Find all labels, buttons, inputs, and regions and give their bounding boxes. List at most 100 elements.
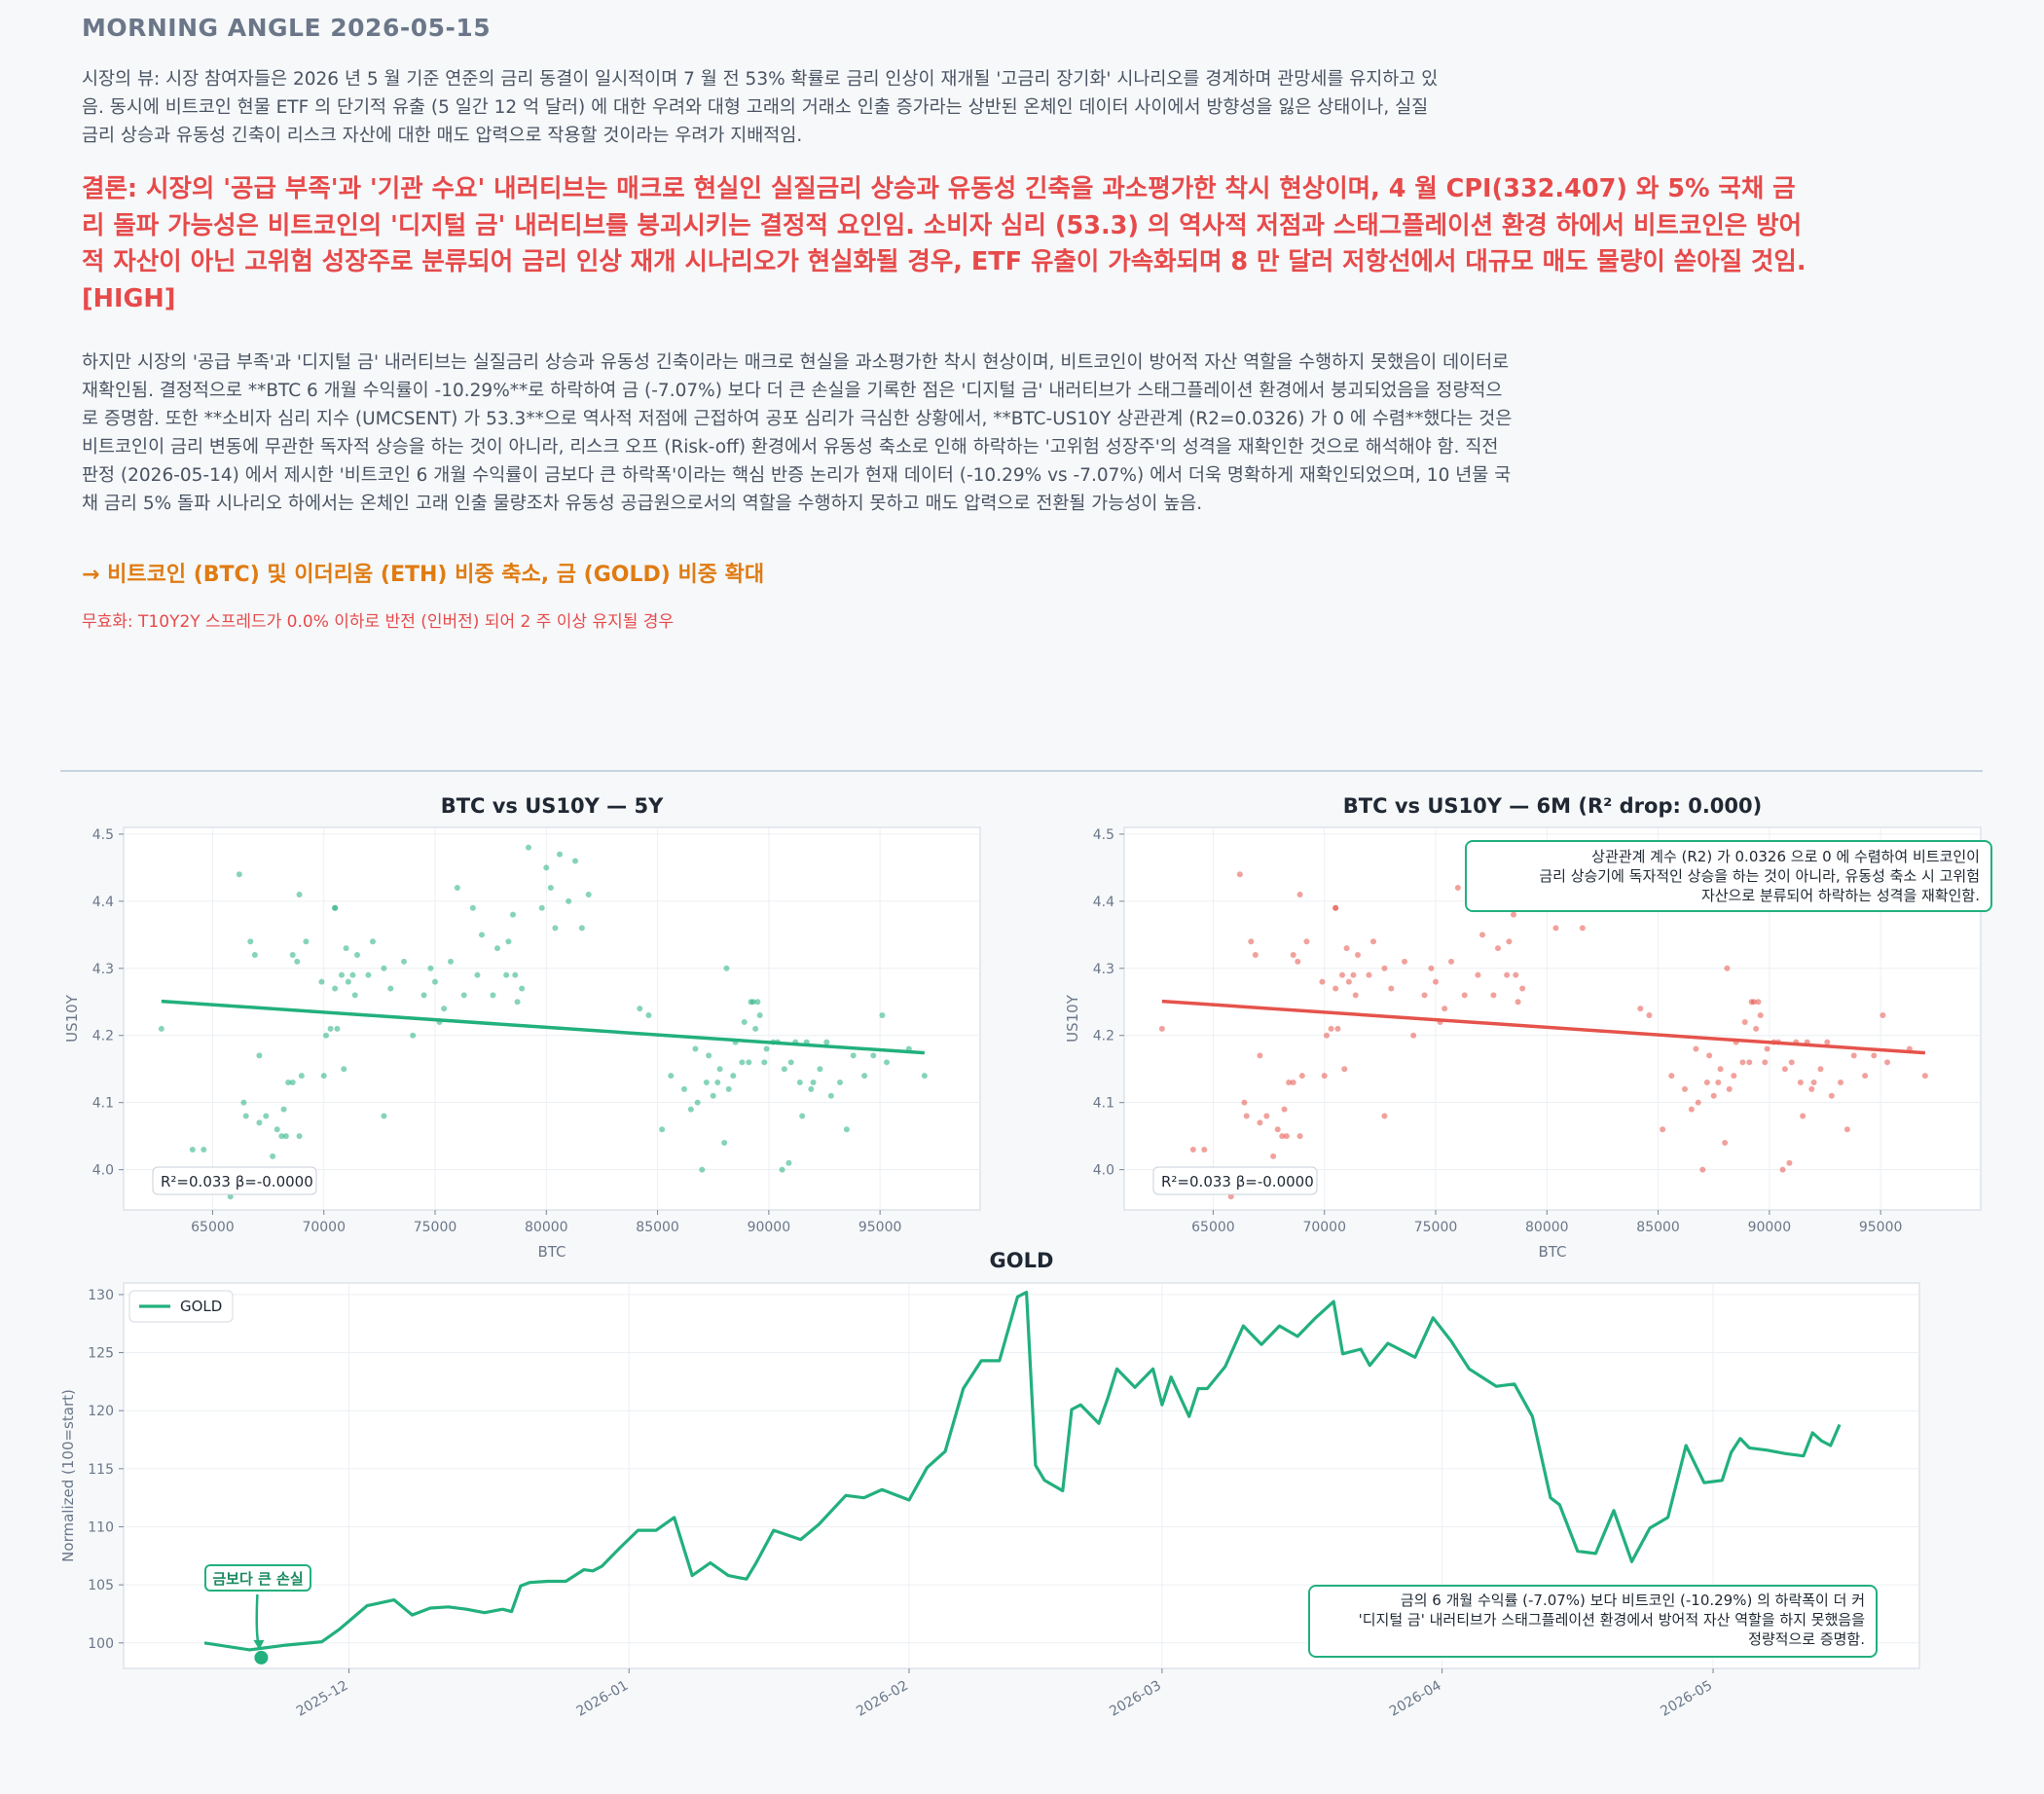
scatter-point <box>505 938 512 945</box>
x-tick-label: 95000 <box>1859 1220 1903 1235</box>
scatter-point <box>1402 958 1407 965</box>
scatter-point <box>703 1080 710 1085</box>
scatter-point <box>547 885 554 892</box>
chart-title: BTC vs US10Y — 6M (R² drop: 0.000) <box>1343 794 1762 818</box>
x-tick-label: 80000 <box>1525 1220 1569 1235</box>
callout-box <box>204 1564 311 1592</box>
scatter-point <box>1764 1045 1770 1052</box>
scatter-point <box>1788 1059 1795 1066</box>
scatter-point <box>1286 1080 1293 1085</box>
scatter-point <box>721 1140 728 1147</box>
scatter-point <box>1236 871 1243 878</box>
scatter-point <box>1334 1025 1341 1032</box>
scatter-point <box>1296 891 1303 897</box>
x-tick-label: 2026-05 <box>1658 1678 1715 1720</box>
scatter-point <box>1682 1085 1688 1092</box>
scatter-point <box>1741 1018 1748 1025</box>
scatter-point <box>427 965 434 971</box>
scatter-point <box>1410 1032 1417 1039</box>
note-line: 금의 6 개월 수익률 (-7.07%) 보다 비트코인 (-10.29%) 의… <box>1401 1592 1865 1609</box>
scatter-point <box>370 938 376 945</box>
scatter-point <box>1884 1059 1890 1066</box>
scatter-point <box>1227 1193 1234 1200</box>
scatter-point <box>1296 1133 1303 1140</box>
scatter-point <box>741 1018 748 1025</box>
regression-line <box>161 999 925 1055</box>
scatter-point <box>278 1133 285 1140</box>
scatter-point <box>1504 971 1511 978</box>
scatter-point <box>1257 1052 1263 1059</box>
scatter-point <box>514 999 521 1006</box>
x-tick-label: 85000 <box>1636 1220 1680 1235</box>
scatter-point <box>823 1039 830 1045</box>
scatter-point <box>1189 1146 1196 1153</box>
scatter-point <box>543 864 550 871</box>
scatter-point <box>381 1113 387 1119</box>
scatter-point <box>490 992 496 999</box>
scatter-point <box>785 1159 792 1166</box>
annotation-line: 금리 상승기에 독자적인 상승을 하는 것이 아니라, 유동성 축소 시 고위험 <box>1539 867 1980 885</box>
y-axis-label: Normalized (100=start) <box>59 1389 77 1562</box>
annotation-line: 자산으로 분류되어 하락하는 성격을 재확인함. <box>1701 887 1980 904</box>
y-tick-label: 4.1 <box>1093 1096 1114 1112</box>
x-axis-label: BTC <box>1538 1243 1566 1261</box>
y-axis-label: US10Y <box>63 994 81 1043</box>
y-tick-label: 130 <box>88 1288 114 1303</box>
scatter-point <box>870 1052 877 1059</box>
scatter-point <box>1703 1080 1710 1085</box>
scatter-point <box>1324 1032 1330 1039</box>
note-line: '디지털 금' 내러티브가 스태그플레이션 환경에서 방어적 자산 역할을 하지… <box>1359 1611 1865 1629</box>
scatter-point <box>1710 1092 1717 1099</box>
scatter-point <box>687 1106 694 1113</box>
scatter-point <box>1345 978 1352 985</box>
scatter-point <box>285 1080 292 1085</box>
scatter-point <box>817 1066 823 1073</box>
y-tick-label: 4.5 <box>92 827 114 843</box>
scatter-point <box>1475 971 1481 978</box>
conclusion-text: 결론: 시장의 '공급 부족'과 '기관 수요' 내러티브는 매크로 현실인 실… <box>82 174 1807 313</box>
scatter-point <box>1332 985 1339 992</box>
annotation-box <box>1465 840 1992 912</box>
x-tick-label: 2026-02 <box>854 1678 911 1720</box>
scatter-point <box>1274 1126 1281 1133</box>
scatter-point <box>454 885 460 892</box>
scatter-point <box>201 1146 207 1153</box>
scatter-point <box>1552 925 1559 932</box>
scatter-point <box>1579 925 1586 932</box>
scatter-point <box>1248 938 1255 945</box>
x-tick-label: 70000 <box>302 1220 346 1235</box>
scatter-point <box>345 978 351 985</box>
scatter-point <box>251 952 258 958</box>
x-tick-label: 90000 <box>748 1220 791 1235</box>
y-tick-label: 4.2 <box>1093 1029 1114 1044</box>
scatter-point <box>474 971 481 978</box>
scatter-point <box>566 897 572 904</box>
report-title: MORNING ANGLE 2026-05-15 <box>82 14 492 42</box>
scatter-point <box>552 925 559 932</box>
scatter-point <box>1332 904 1339 911</box>
analysis-body-text: 하지만 시장의 '공급 부족'과 '디지털 금' 내러티브는 실질금리 상승과 … <box>82 352 1513 514</box>
scatter-point <box>289 952 296 958</box>
scatter-point <box>1668 1073 1675 1080</box>
scatter-point <box>1350 971 1357 978</box>
scatter-point <box>263 1113 270 1119</box>
scatter-point <box>240 1099 247 1106</box>
x-axis-label: BTC <box>537 1243 566 1261</box>
scatter-point <box>1880 1012 1886 1019</box>
scatter-point <box>1699 1166 1706 1173</box>
y-axis-label: US10Y <box>1064 994 1081 1043</box>
x-tick-label: 80000 <box>525 1220 568 1235</box>
scatter-point <box>1252 952 1259 958</box>
y-tick-label: 4.5 <box>1093 827 1114 843</box>
scatter-point <box>1824 1039 1831 1045</box>
scatter-point <box>298 1073 305 1080</box>
scatter-point <box>1281 1106 1288 1113</box>
gold-chart: 100 105 110 115 120 125 130 2025-12 2026-01 2026-… <box>59 1249 1920 1720</box>
scatter-point <box>1270 1153 1277 1159</box>
scatter-point <box>1352 992 1359 999</box>
x-tick-label: 70000 <box>1302 1220 1346 1235</box>
scatter-point <box>479 932 485 938</box>
scatter-point <box>1355 952 1361 958</box>
legend-label: GOLD <box>180 1298 222 1315</box>
